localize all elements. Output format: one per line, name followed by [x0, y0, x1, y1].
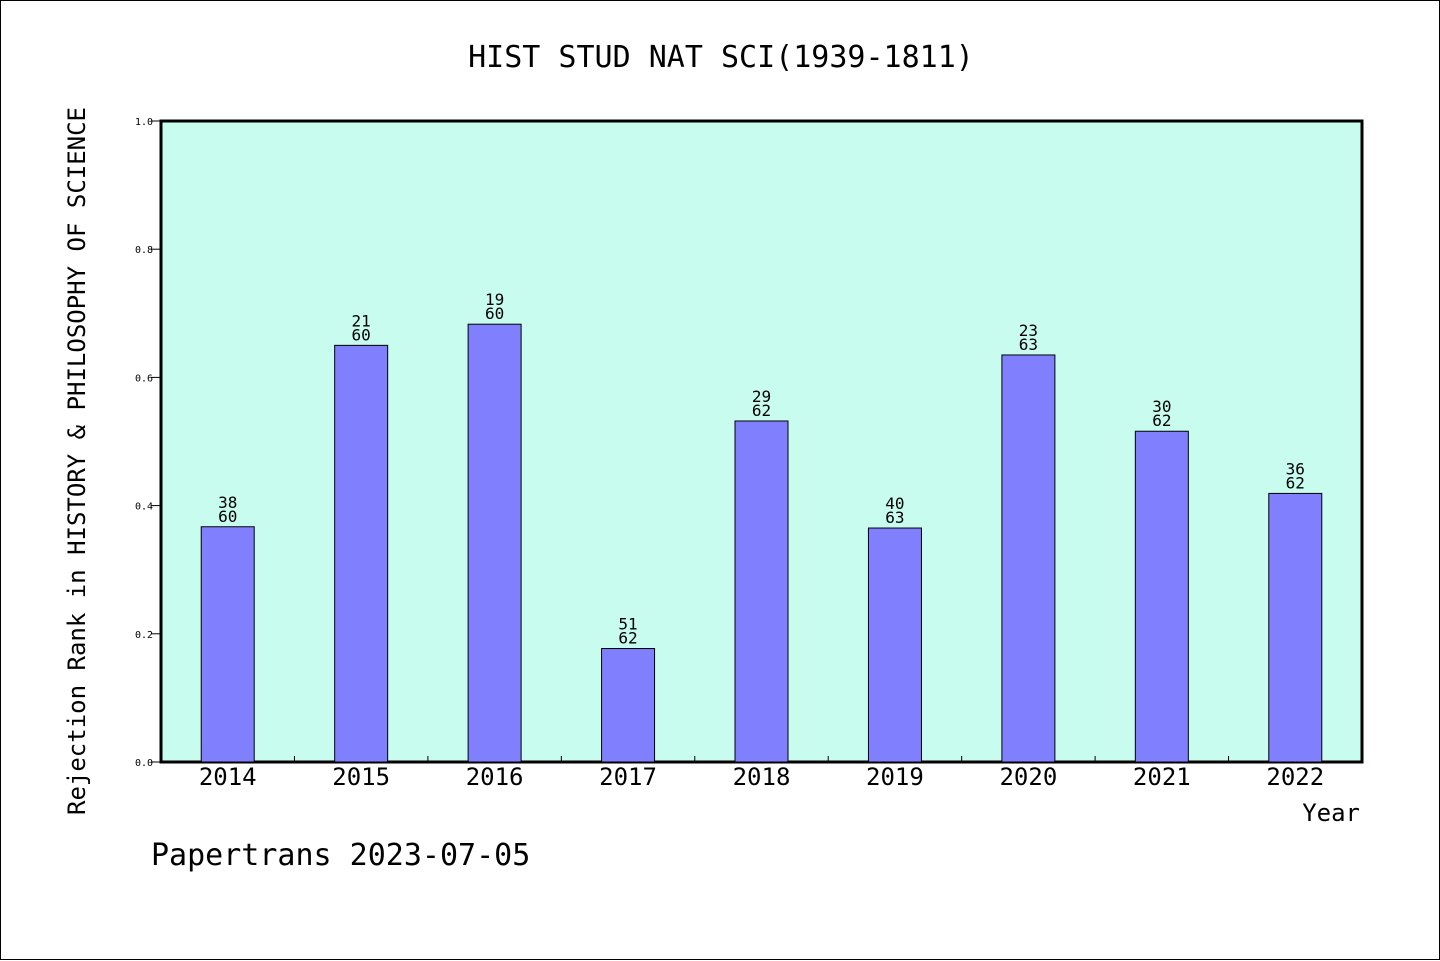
x-tick-label-2019: 2019 — [866, 763, 924, 791]
y-tick-label-4: 0.8 — [135, 245, 153, 256]
y-tick-label-1: 0.2 — [135, 630, 153, 641]
y-tick-label-5: 1.0 — [135, 117, 153, 128]
data-label-rank-2021: 30 — [1152, 397, 1171, 416]
marks-layer: 0.00.20.40.60.81.02014386020152160201619… — [135, 117, 1324, 791]
bar-2022 — [1268, 492, 1323, 763]
data-label-total-2020: 63 — [1019, 335, 1038, 354]
data-label-rank-2022: 36 — [1286, 459, 1305, 478]
y-tick-label-0: 0.0 — [135, 758, 153, 769]
y-tick-label-3: 0.6 — [135, 373, 153, 384]
data-label-total-2017: 62 — [618, 629, 637, 648]
x-tick-label-2020: 2020 — [999, 763, 1057, 791]
data-label-total-2022: 62 — [1286, 473, 1305, 492]
x-tick-label-2021: 2021 — [1133, 763, 1191, 791]
bar-2015 — [334, 344, 389, 763]
bar-2014 — [200, 526, 255, 763]
chart-title: HIST STUD NAT SCI(1939-1811) — [468, 40, 974, 75]
x-tick-label-2022: 2022 — [1266, 763, 1324, 791]
bar-2017 — [601, 648, 656, 763]
data-label-rank-2018: 29 — [752, 387, 771, 406]
data-label-total-2018: 62 — [752, 401, 771, 420]
data-label-total-2019: 63 — [885, 508, 904, 527]
data-label-total-2015: 60 — [352, 325, 371, 344]
data-label-rank-2017: 51 — [618, 615, 637, 634]
x-tick-label-2018: 2018 — [733, 763, 791, 791]
bar-2016 — [467, 323, 522, 763]
footer-text: Papertrans 2023-07-05 — [151, 838, 530, 873]
data-label-rank-2020: 23 — [1019, 321, 1038, 340]
data-label-rank-2019: 40 — [885, 494, 904, 513]
data-label-rank-2014: 38 — [218, 493, 237, 512]
y-axis-label: Rejection Rank in HISTORY & PHILOSOPHY O… — [63, 107, 91, 815]
data-label-total-2016: 60 — [485, 304, 504, 323]
data-label-rank-2015: 21 — [352, 311, 371, 330]
x-tick-label-2014: 2014 — [199, 763, 257, 791]
x-tick-label-2017: 2017 — [599, 763, 657, 791]
bar-2018 — [734, 420, 789, 763]
x-tick-label-2016: 2016 — [466, 763, 524, 791]
data-label-total-2014: 60 — [218, 507, 237, 526]
bar-2020 — [1001, 354, 1056, 763]
data-label-total-2021: 62 — [1152, 411, 1171, 430]
x-tick-label-2015: 2015 — [332, 763, 390, 791]
y-tick-label-2: 0.4 — [135, 502, 153, 513]
bar-2021 — [1134, 430, 1189, 763]
x-axis-label: Year — [1302, 799, 1360, 827]
data-label-rank-2016: 19 — [485, 290, 504, 309]
bar-2019 — [867, 527, 922, 763]
